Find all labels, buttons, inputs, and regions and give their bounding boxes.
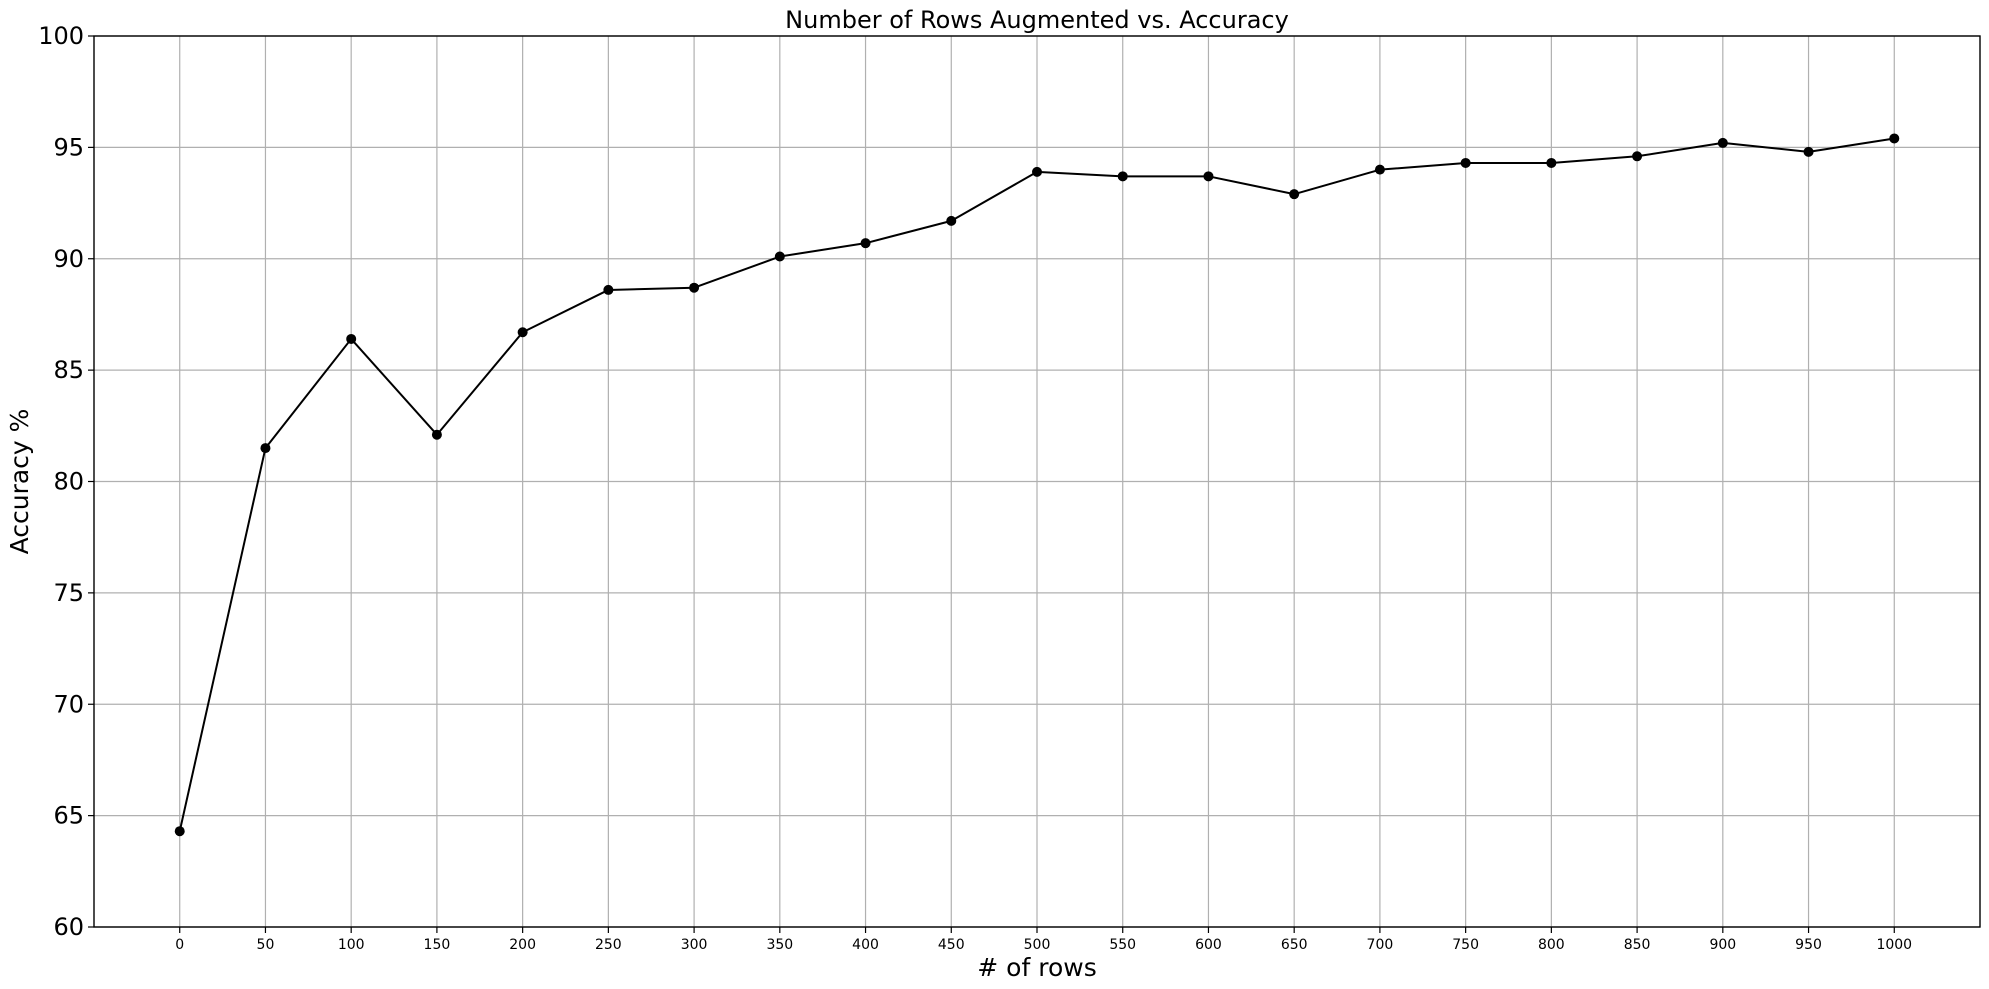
x-tick-label: 550	[1109, 937, 1136, 953]
x-tick-label: 500	[1024, 937, 1051, 953]
data-point	[1889, 133, 1900, 144]
data-point	[174, 826, 185, 837]
data-point	[1032, 166, 1042, 177]
data-point	[860, 238, 871, 249]
data-point	[517, 327, 528, 338]
x-tick-label: 400	[852, 937, 879, 953]
data-point	[1374, 164, 1385, 175]
x-tick-label: 50	[257, 937, 275, 953]
y-axis-label: Accuracy %	[5, 409, 34, 555]
x-tick-label: 450	[938, 937, 965, 953]
x-tick-label: 950	[1795, 937, 1822, 953]
y-tick-label: 70	[53, 690, 84, 718]
data-point	[689, 282, 700, 293]
x-tick-label: 700	[1367, 937, 1394, 953]
data-point	[431, 429, 442, 440]
data-point	[603, 284, 614, 295]
x-tick-label: 100	[338, 937, 365, 953]
data-point	[260, 443, 271, 454]
data-point	[774, 251, 785, 262]
y-tick-label: 85	[53, 356, 84, 384]
x-tick-label: 150	[424, 937, 451, 953]
x-tick-label: 250	[595, 937, 622, 953]
data-point	[1289, 189, 1300, 200]
y-tick-label: 80	[53, 468, 84, 496]
x-tick-label: 600	[1195, 937, 1222, 953]
data-point	[1460, 157, 1471, 168]
y-tick-label: 100	[38, 22, 84, 50]
data-point	[1546, 157, 1557, 168]
plot-frame	[93, 35, 1981, 928]
x-axis-label: # of rows	[977, 953, 1096, 982]
data-point	[346, 333, 357, 344]
data-point	[1717, 137, 1728, 148]
y-tick-label: 95	[53, 133, 84, 161]
x-tick-label: 850	[1624, 937, 1651, 953]
x-tick-label: 750	[1452, 937, 1479, 953]
x-tick-label: 350	[766, 937, 793, 953]
y-tick-label: 75	[53, 579, 84, 607]
data-points	[174, 133, 1900, 837]
data-point	[946, 215, 957, 226]
y-tick-label: 90	[53, 245, 84, 273]
y-tick-label: 60	[53, 913, 84, 941]
data-point	[1632, 151, 1643, 162]
data-point	[1117, 171, 1128, 182]
x-tick-label: 200	[509, 937, 536, 953]
axis-ticks: 0 50 100 150 200 250 300 350 400 450 500 550 600 650 7…	[38, 22, 1912, 953]
data-point	[1803, 146, 1814, 157]
data-point	[1203, 171, 1214, 182]
x-tick-label: 0	[175, 937, 184, 953]
x-tick-label: 800	[1538, 937, 1565, 953]
x-tick-label: 650	[1281, 937, 1308, 953]
x-tick-label: 900	[1709, 937, 1736, 953]
chart-title: Number of Rows Augmented vs. Accuracy	[785, 6, 1289, 34]
x-tick-label: 300	[681, 937, 708, 953]
x-tick-label: 1000	[1876, 937, 1912, 953]
y-tick-label: 65	[53, 802, 84, 830]
